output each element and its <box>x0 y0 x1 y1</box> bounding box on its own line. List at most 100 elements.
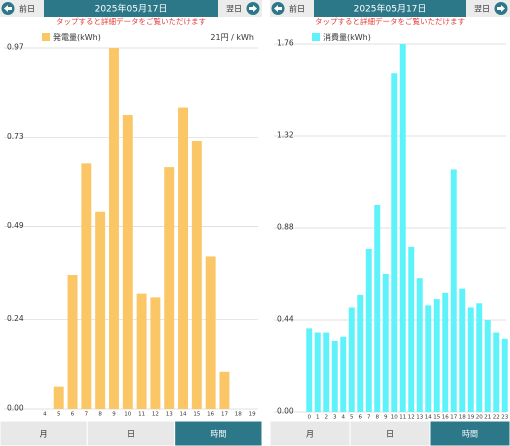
bar <box>484 320 491 412</box>
bar <box>391 73 398 412</box>
y-tick-label: 0.97 <box>7 43 24 52</box>
y-tick-label: 0.24 <box>7 314 24 323</box>
bar <box>323 332 330 412</box>
next-button[interactable]: 翌日 <box>226 5 242 14</box>
x-tick-label: 12 <box>408 415 415 421</box>
bar <box>450 169 457 412</box>
x-tick-label: 3 <box>333 415 337 421</box>
bar <box>219 371 230 409</box>
y-tick-label: 0.88 <box>277 223 294 232</box>
x-tick-label: 15 <box>193 412 200 418</box>
x-tick-label: 12 <box>152 412 159 418</box>
x-tick-label: 10 <box>391 415 398 421</box>
bar <box>67 275 78 409</box>
bar <box>340 336 347 412</box>
tab[interactable] <box>349 420 431 446</box>
legend-label: 発電量(kWh) <box>53 33 101 42</box>
x-tick-label: 20 <box>476 415 483 421</box>
x-tick-label: 1 <box>316 415 320 421</box>
bar <box>53 386 64 409</box>
bar <box>382 274 389 412</box>
bar <box>164 167 175 409</box>
bar <box>459 288 466 412</box>
x-tick-label: 18 <box>235 412 242 418</box>
bar <box>205 256 216 409</box>
bar <box>108 48 119 409</box>
bar <box>374 205 381 412</box>
bar <box>476 303 483 412</box>
hint-text: タップすると詳細データをご覧いただけます <box>315 16 465 26</box>
x-tick-label: 6 <box>359 415 363 421</box>
x-tick-label: 2 <box>325 415 329 421</box>
y-tick-label: 0.49 <box>7 221 24 230</box>
y-tick-label: 0.44 <box>277 315 294 324</box>
tab-label[interactable]: 日 <box>127 430 135 439</box>
x-tick-label: 14 <box>425 415 432 421</box>
prev-button[interactable]: 前日 <box>19 4 35 14</box>
bar <box>81 163 92 409</box>
x-tick-label: 9 <box>112 412 116 418</box>
prev-arrow <box>4 5 12 12</box>
tab-label[interactable]: 日 <box>386 430 394 439</box>
tab-label[interactable]: 月 <box>40 430 48 439</box>
x-tick-label: 5 <box>350 415 354 421</box>
tab[interactable] <box>86 420 176 446</box>
tab-label[interactable]: 時間 <box>210 430 226 439</box>
y-tick-label: 0.00 <box>277 407 294 416</box>
x-tick-label: 17 <box>450 415 457 421</box>
x-tick-label: 14 <box>180 412 187 418</box>
bar <box>365 248 372 412</box>
x-tick-label: 7 <box>367 415 371 421</box>
legend-swatch <box>42 33 50 41</box>
x-tick-label: 16 <box>442 415 449 421</box>
x-tick-label: 13 <box>166 412 173 418</box>
tab-label[interactable]: 時間 <box>462 430 478 439</box>
tab[interactable] <box>429 420 510 446</box>
x-tick-label: 8 <box>376 415 380 421</box>
next-arrow <box>249 5 257 12</box>
price-annotation: 21円 / kWh <box>210 33 254 42</box>
y-tick-label: 1.76 <box>277 39 294 48</box>
x-tick-label: 17 <box>221 412 228 418</box>
bar <box>306 328 313 412</box>
bar <box>348 307 355 412</box>
next-button[interactable]: 翌日 <box>474 5 490 14</box>
tab[interactable] <box>174 420 263 446</box>
x-tick-label: 15 <box>433 415 440 421</box>
y-tick-label: 1.32 <box>277 131 294 140</box>
x-tick-label: 19 <box>249 412 256 418</box>
x-tick-label: 18 <box>459 415 466 421</box>
bar <box>122 114 133 410</box>
x-tick-label: 5 <box>57 412 61 418</box>
tab[interactable] <box>269 420 351 446</box>
bar <box>95 211 106 409</box>
next-arrow <box>497 5 505 12</box>
tab-label[interactable]: 月 <box>306 430 314 439</box>
bar <box>433 299 440 412</box>
bar <box>467 307 474 412</box>
bar <box>408 246 415 412</box>
legend-swatch <box>312 33 320 41</box>
prev-arrow <box>274 5 282 12</box>
date-bar <box>44 0 218 17</box>
tab[interactable] <box>0 420 88 446</box>
y-tick-label: 0.73 <box>7 132 24 141</box>
x-tick-label: 22 <box>493 415 500 421</box>
x-tick-label: 4 <box>342 415 346 421</box>
x-tick-label: 4 <box>43 412 47 418</box>
x-tick-label: 21 <box>484 415 491 421</box>
bar <box>136 293 147 409</box>
hint-text: タップすると詳細データをご覧いただけます <box>56 16 206 26</box>
prev-button[interactable]: 前日 <box>289 4 305 14</box>
bar <box>150 297 161 409</box>
bar <box>331 340 338 412</box>
bar <box>178 107 189 410</box>
x-tick-label: 6 <box>71 412 75 418</box>
x-tick-label: 7 <box>85 412 89 418</box>
date-label: 2025年05月17日 <box>95 3 168 15</box>
x-tick-label: 9 <box>384 415 388 421</box>
x-tick-label: 16 <box>207 412 214 418</box>
bar <box>425 305 432 412</box>
x-tick-label: 11 <box>399 415 406 421</box>
